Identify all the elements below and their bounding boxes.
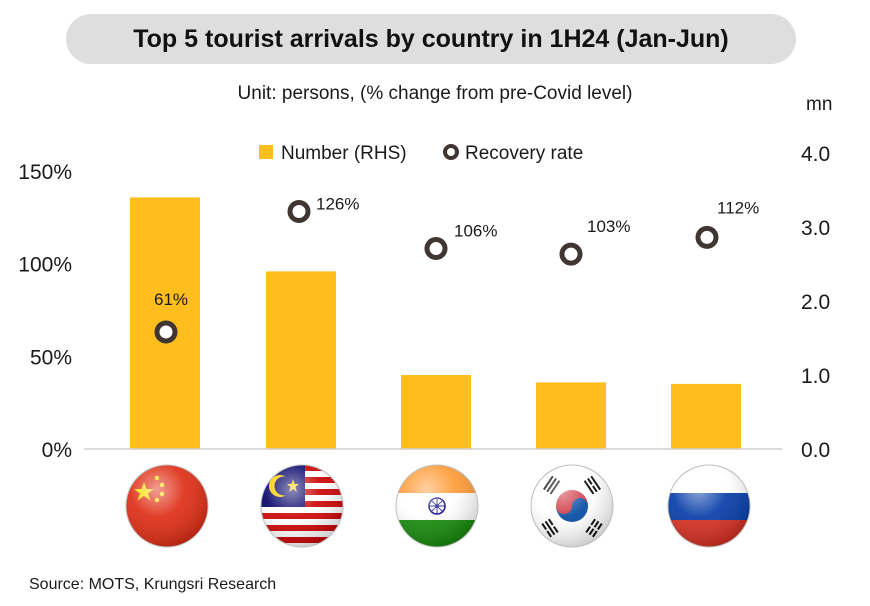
recovery-label: 61% — [154, 290, 188, 309]
recovery-label: 106% — [454, 222, 497, 241]
flag-gloss-overlays — [125, 464, 751, 548]
legend-label-number: Number (RHS) — [281, 143, 407, 164]
chart-title: Top 5 tourist arrivals by country in 1H2… — [66, 14, 796, 64]
left-axis-tick: 50% — [30, 346, 72, 369]
source-note: Source: MOTS, Krungsri Research — [29, 576, 277, 593]
recovery-label: 126% — [316, 194, 359, 213]
left-axis-tick: 150% — [18, 161, 72, 184]
right-axis-tick: 4.0 — [801, 143, 830, 166]
recovery-marker — [695, 225, 719, 249]
right-axis-tick: 1.0 — [801, 365, 830, 388]
bar-india — [401, 375, 471, 449]
left-axis-tick: 0% — [42, 439, 72, 462]
legend: Number (RHS) Recovery rate — [259, 143, 583, 164]
right-axis-tick: 0.0 — [801, 439, 830, 462]
left-axis-tick: 100% — [18, 254, 72, 277]
bar-south-korea — [536, 382, 606, 449]
recovery-marker — [559, 242, 583, 266]
right-axis-unit: mn — [806, 94, 833, 115]
right-axis-tick: 3.0 — [801, 217, 830, 240]
chart-subtitle: Unit: persons, (% change from pre-Covid … — [237, 83, 633, 104]
right-axis-tick: 2.0 — [801, 291, 830, 314]
recovery-marker — [424, 237, 448, 261]
bar-malaysia — [266, 271, 336, 449]
recovery-marker — [287, 199, 311, 223]
recovery-marker — [154, 320, 178, 344]
recovery-label: 112% — [717, 198, 759, 217]
legend-swatch-marker — [443, 144, 459, 160]
bar-russia — [671, 383, 741, 449]
legend-label-recovery: Recovery rate — [465, 143, 583, 164]
legend-swatch-bar — [259, 145, 273, 159]
recovery-label: 103% — [587, 217, 630, 236]
